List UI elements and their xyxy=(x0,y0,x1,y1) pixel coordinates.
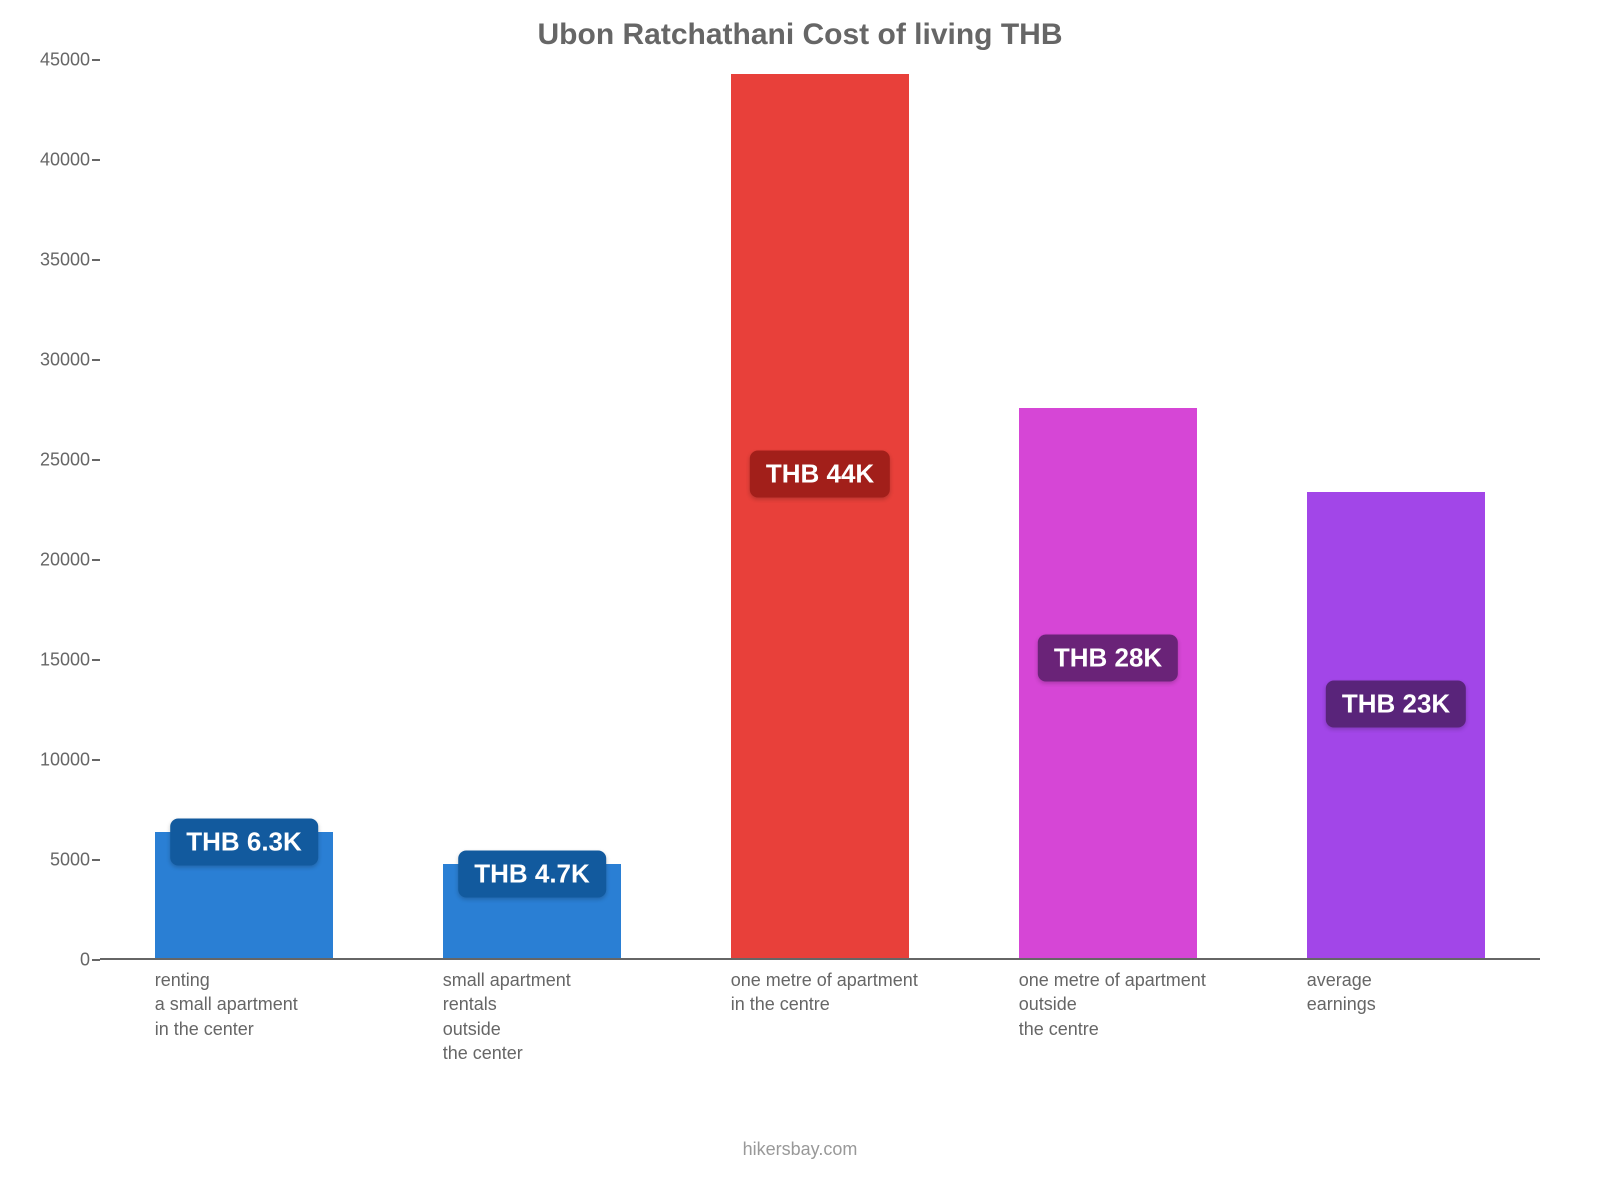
bar xyxy=(1019,408,1198,958)
cost-of-living-chart: Ubon Ratchathani Cost of living THB THB … xyxy=(0,0,1600,1200)
y-tick-mark xyxy=(92,259,100,261)
y-tick-label: 40000 xyxy=(20,150,90,171)
y-tick-label: 35000 xyxy=(20,250,90,271)
y-tick-label: 45000 xyxy=(20,50,90,71)
chart-title: Ubon Ratchathani Cost of living THB xyxy=(0,18,1600,52)
x-tick-label: renting a small apartment in the center xyxy=(155,968,374,1041)
y-tick-label: 0 xyxy=(20,950,90,971)
bar xyxy=(731,74,910,958)
y-tick-mark xyxy=(92,359,100,361)
y-tick-mark xyxy=(92,859,100,861)
y-tick-label: 15000 xyxy=(20,650,90,671)
y-tick-label: 20000 xyxy=(20,550,90,571)
x-tick-label: average earnings xyxy=(1307,968,1526,1017)
x-tick-label: one metre of apartment outside the centr… xyxy=(1019,968,1238,1041)
bar-value-label: THB 44K xyxy=(750,450,890,497)
bars-layer: THB 6.3K THB 4.7K THB 44K THB 28K THB 23K xyxy=(100,60,1540,958)
y-tick-label: 30000 xyxy=(20,350,90,371)
plot-area: THB 6.3KTHB 4.7KTHB 44KTHB 28KTHB 23K 05… xyxy=(100,60,1540,960)
y-tick-mark xyxy=(92,759,100,761)
x-tick-label: one metre of apartment in the centre xyxy=(731,968,950,1017)
y-tick-label: 10000 xyxy=(20,750,90,771)
chart-footer: hikersbay.com xyxy=(0,1139,1600,1160)
y-tick-mark xyxy=(92,159,100,161)
bar-value-label: THB 23K xyxy=(1326,680,1466,727)
bar-value-label: THB 28K xyxy=(1038,634,1178,681)
y-tick-mark xyxy=(92,959,100,961)
y-tick-label: 25000 xyxy=(20,450,90,471)
y-tick-mark xyxy=(92,59,100,61)
bar-value-label: THB 4.7K xyxy=(458,851,606,898)
y-tick-mark xyxy=(92,459,100,461)
y-tick-mark xyxy=(92,659,100,661)
y-tick-mark xyxy=(92,559,100,561)
x-tick-label: small apartment rentals outside the cent… xyxy=(443,968,662,1065)
y-tick-label: 5000 xyxy=(20,850,90,871)
bar-value-label: THB 6.3K xyxy=(170,819,318,866)
